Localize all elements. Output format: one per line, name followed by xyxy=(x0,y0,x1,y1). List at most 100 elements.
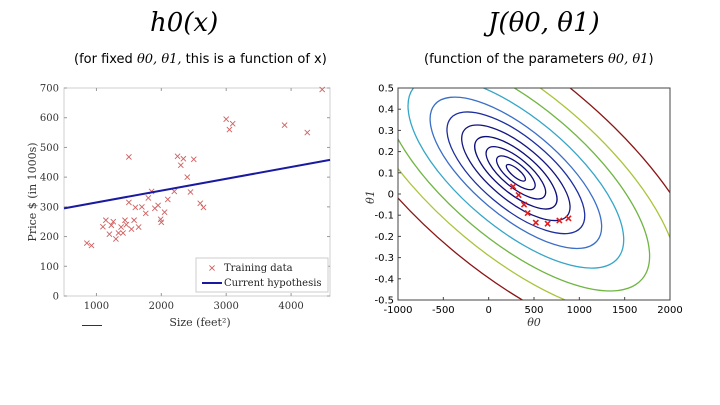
marker-stroke xyxy=(122,217,128,224)
x-tick-label: 2000 xyxy=(657,305,682,316)
plot-frame xyxy=(63,87,331,297)
descent-step-marker xyxy=(524,209,531,217)
training-data-point xyxy=(229,120,236,127)
marker-stroke xyxy=(135,224,142,230)
y-tick-label: -0.1 xyxy=(374,211,394,222)
marker-stroke xyxy=(556,217,563,224)
y-tick-label: 200 xyxy=(40,232,59,243)
training-data-point xyxy=(187,189,194,195)
marker-stroke xyxy=(565,215,572,222)
contour-level xyxy=(461,124,571,222)
training-data-point xyxy=(281,122,288,129)
x-tick-label: 2000 xyxy=(149,301,174,312)
training-data-point xyxy=(180,155,187,162)
training-data-point xyxy=(319,86,326,93)
training-data-point xyxy=(100,223,106,230)
training-data-point xyxy=(155,202,161,209)
right-subtitle-post: ) xyxy=(648,52,654,67)
y-tick-label: 0.4 xyxy=(378,105,394,116)
right-subtitle-math: θ0, θ1 xyxy=(607,52,649,67)
marker-stroke xyxy=(304,129,311,136)
marker-stroke xyxy=(138,203,145,210)
marker-stroke xyxy=(524,209,531,217)
y-tick-label: 600 xyxy=(40,113,59,124)
contour-level xyxy=(407,88,625,269)
training-data-point xyxy=(128,226,135,233)
marker-stroke xyxy=(88,242,95,249)
marker-stroke xyxy=(132,204,139,211)
marker-stroke xyxy=(174,153,181,160)
contour-level xyxy=(505,163,527,182)
contour-level xyxy=(485,146,547,200)
training-data-point xyxy=(158,219,165,226)
x-tick-label: 1000 xyxy=(567,305,592,316)
contour-level xyxy=(429,96,603,250)
marker-stroke xyxy=(190,156,197,163)
marker-stroke xyxy=(131,217,137,224)
y-tick-label: 0.3 xyxy=(378,126,394,137)
right-chart-title: J(θ0, θ1) xyxy=(488,8,600,38)
contour-lines xyxy=(398,88,670,300)
marker-stroke xyxy=(115,230,122,236)
marker-stroke xyxy=(125,154,132,160)
training-data-point xyxy=(138,203,145,210)
training-data-point xyxy=(226,126,233,133)
contour-level xyxy=(398,88,670,300)
training-data-point xyxy=(142,210,149,217)
x-tick-label: -500 xyxy=(432,305,455,316)
marker-stroke xyxy=(120,230,126,236)
training-data-point xyxy=(118,224,125,230)
marker-stroke xyxy=(319,86,326,93)
marker-stroke xyxy=(229,120,236,127)
training-data-point xyxy=(197,200,204,207)
legend: Training data Current hypothesis xyxy=(195,257,329,293)
contour-level xyxy=(474,135,558,210)
cost-contour-chart: 0.5 0.4 0.3 0.2 0.1 0 -0.1 -0.2 -0.3 -0.4 -0.5-100… xyxy=(364,84,683,330)
marker-stroke xyxy=(106,231,113,238)
x-tick-label: -1000 xyxy=(383,305,412,316)
marker-stroke xyxy=(164,196,171,203)
marker-stroke xyxy=(187,189,194,195)
x-tick-label: 4000 xyxy=(278,301,303,312)
descent-step-marker xyxy=(509,183,517,190)
marker-stroke xyxy=(177,162,184,169)
training-data-point xyxy=(184,174,191,181)
x-tick-label: 500 xyxy=(524,305,543,316)
y-tick-label: 0 xyxy=(388,190,394,201)
y-tick-label: 400 xyxy=(40,173,59,184)
left-chart-subtitle: (for fixed θ0, θ1, this is a function of… xyxy=(74,52,327,67)
training-data-point xyxy=(102,217,109,224)
training-data-point xyxy=(108,222,115,229)
training-data-point xyxy=(161,209,168,216)
hypothesis-line xyxy=(63,158,331,210)
training-data-point xyxy=(164,196,171,203)
marker-stroke xyxy=(112,236,119,242)
marker-stroke xyxy=(142,210,149,217)
marker-stroke xyxy=(125,199,132,206)
marker-stroke xyxy=(180,155,187,162)
contour-level xyxy=(398,88,670,300)
y-tick-label: 0.1 xyxy=(378,168,394,179)
marker-stroke xyxy=(544,220,551,227)
training-data-point xyxy=(106,231,113,238)
x-axis-label: Size (feet²) xyxy=(169,316,230,329)
y-tick-label: -0.5 xyxy=(374,296,394,307)
marker-stroke xyxy=(158,219,165,226)
left-subtitle-post: this is a function of x) xyxy=(181,52,327,67)
y-tick-label: -0.4 xyxy=(374,274,394,285)
y-tick-label: 700 xyxy=(40,84,59,95)
right-subtitle-pre: (function of the parameters xyxy=(424,52,608,67)
y-tick-label: 100 xyxy=(40,262,59,273)
marker-stroke xyxy=(83,240,90,247)
marker-stroke xyxy=(123,221,130,228)
training-data-point xyxy=(131,217,137,224)
x-tick-label: 1500 xyxy=(612,305,637,316)
marker-stroke xyxy=(100,223,106,230)
training-data-point xyxy=(132,204,139,211)
y-tick-label: 300 xyxy=(40,202,59,213)
legend-training-label: Training data xyxy=(224,263,293,274)
training-data-point xyxy=(125,199,132,206)
y-tick-label: 0.2 xyxy=(378,147,394,158)
training-data-point xyxy=(190,156,197,163)
housing-price-chart: 0 100 200 300 400 500 600 700 1000 2000 3000 4000 Si… xyxy=(26,84,331,329)
